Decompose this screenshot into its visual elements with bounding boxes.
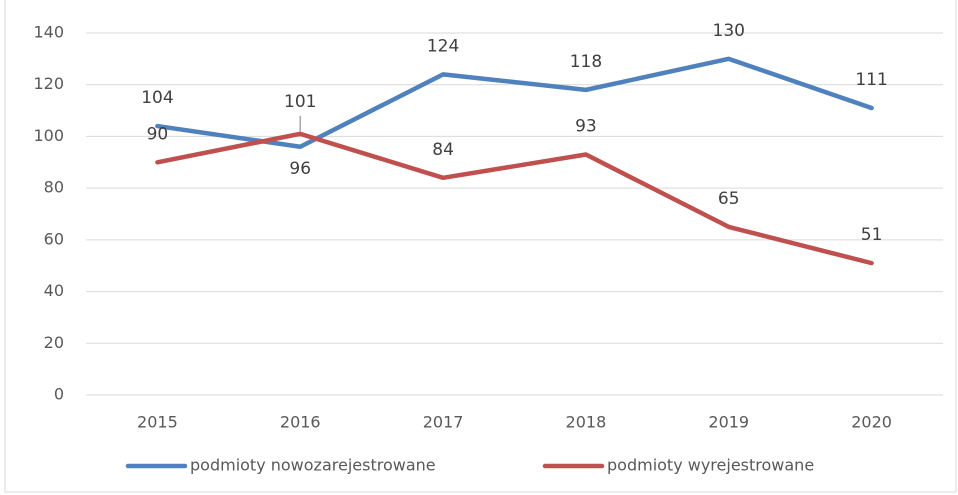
y-tick-label: 140 <box>33 23 64 42</box>
x-tick-label: 2017 <box>423 413 464 432</box>
y-tick-label: 0 <box>54 385 64 404</box>
data-label: 84 <box>432 140 454 160</box>
data-label: 111 <box>855 70 887 90</box>
y-tick-label: 120 <box>33 74 64 93</box>
data-label: 96 <box>289 159 311 179</box>
series-line <box>155 56 874 150</box>
data-label: 124 <box>427 36 459 56</box>
y-tick-label: 100 <box>33 126 64 145</box>
x-tick-label: 2018 <box>566 413 607 432</box>
legend-label: podmioty nowozarejestrowane <box>190 456 436 475</box>
data-label: 65 <box>718 189 740 209</box>
data-label: 93 <box>575 117 597 137</box>
y-tick-label: 80 <box>44 178 64 197</box>
x-tick-label: 2019 <box>708 413 749 432</box>
data-label: 118 <box>570 52 602 72</box>
y-tick-label: 60 <box>44 229 64 248</box>
x-tick-label: 2020 <box>851 413 892 432</box>
legend-label: podmioty wyrejestrowane <box>607 456 814 475</box>
y-tick-label: 40 <box>44 281 64 300</box>
data-label: 90 <box>147 124 169 144</box>
data-label: 130 <box>713 21 745 41</box>
data-label: 104 <box>141 88 173 108</box>
series-line <box>155 131 874 266</box>
data-label: 51 <box>861 225 883 245</box>
y-tick-label: 20 <box>44 333 64 352</box>
x-tick-label: 2015 <box>137 413 178 432</box>
x-tick-label: 2016 <box>280 413 321 432</box>
data-label: 101 <box>284 92 316 112</box>
